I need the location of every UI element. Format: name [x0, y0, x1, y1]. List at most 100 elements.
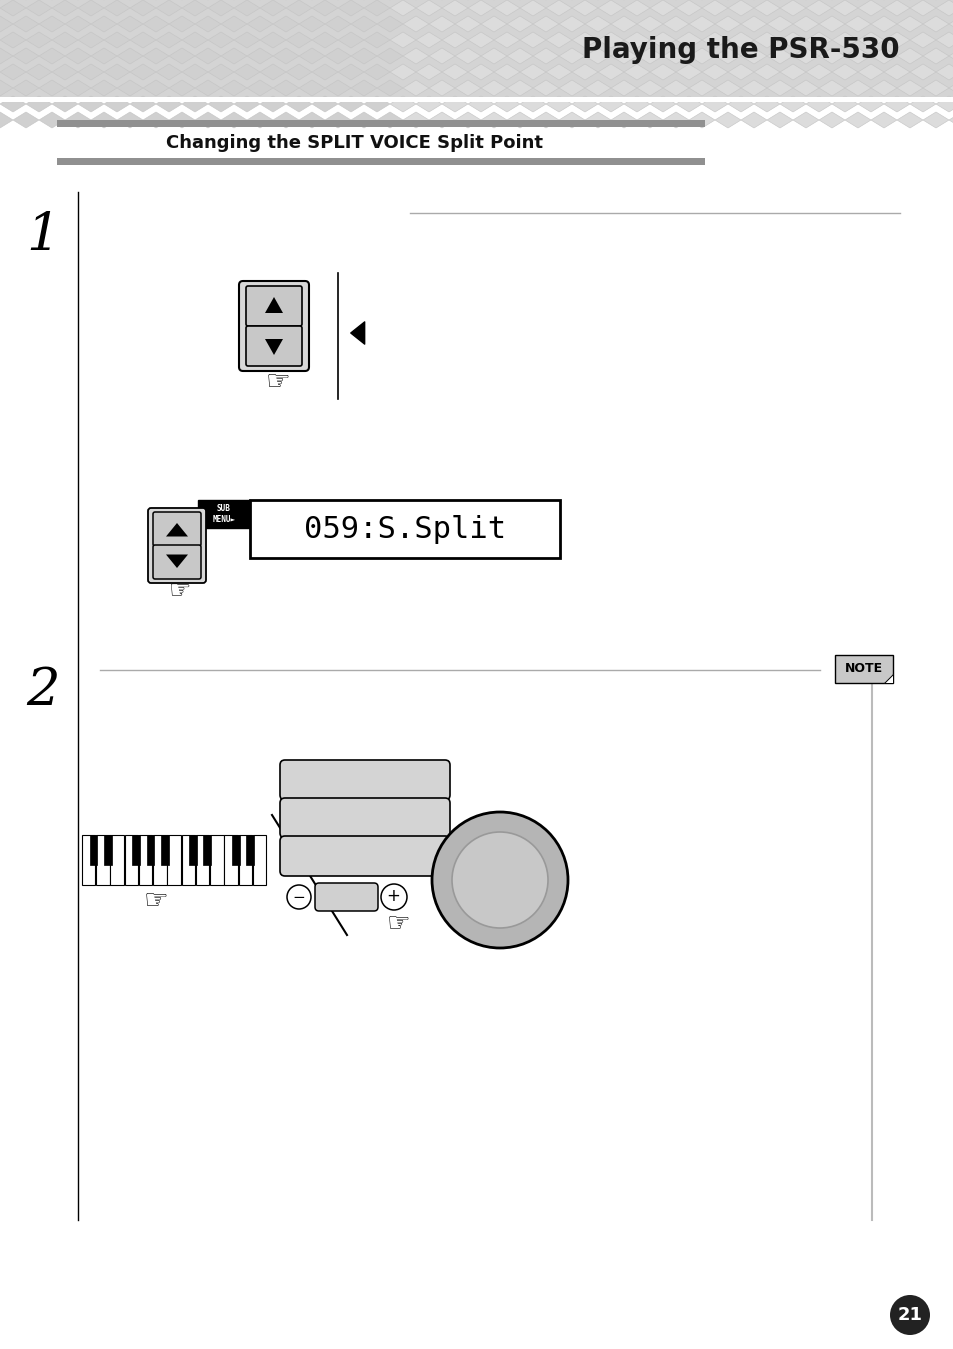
Polygon shape — [818, 16, 844, 32]
Polygon shape — [312, 32, 337, 49]
Polygon shape — [441, 96, 468, 112]
Polygon shape — [623, 63, 649, 80]
Polygon shape — [740, 49, 766, 63]
Polygon shape — [260, 96, 286, 112]
Polygon shape — [923, 80, 948, 96]
Polygon shape — [792, 16, 818, 32]
Polygon shape — [480, 80, 506, 96]
Polygon shape — [65, 112, 91, 128]
Polygon shape — [935, 63, 953, 80]
Polygon shape — [286, 96, 312, 112]
Polygon shape — [533, 49, 558, 63]
Polygon shape — [818, 49, 844, 63]
Bar — [195, 835, 209, 885]
Text: ☞: ☞ — [387, 911, 411, 938]
Polygon shape — [39, 112, 65, 128]
Polygon shape — [727, 63, 753, 80]
Polygon shape — [390, 63, 416, 80]
Bar — [0, 97, 953, 103]
Polygon shape — [337, 63, 364, 80]
Polygon shape — [935, 32, 953, 49]
Polygon shape — [273, 112, 298, 128]
Polygon shape — [637, 49, 662, 63]
Polygon shape — [714, 16, 740, 32]
Bar — [167, 835, 181, 885]
Polygon shape — [701, 63, 727, 80]
Polygon shape — [455, 112, 480, 128]
Polygon shape — [494, 96, 519, 112]
Polygon shape — [637, 16, 662, 32]
Polygon shape — [260, 32, 286, 49]
Polygon shape — [649, 32, 676, 49]
Polygon shape — [792, 80, 818, 96]
FancyBboxPatch shape — [152, 513, 201, 546]
FancyBboxPatch shape — [148, 509, 206, 583]
Polygon shape — [727, 0, 753, 16]
Polygon shape — [780, 96, 805, 112]
Polygon shape — [948, 112, 953, 128]
Polygon shape — [649, 0, 676, 16]
FancyArrowPatch shape — [351, 322, 364, 344]
Polygon shape — [182, 96, 208, 112]
Circle shape — [889, 1295, 929, 1336]
Polygon shape — [948, 16, 953, 32]
Polygon shape — [649, 96, 676, 112]
Polygon shape — [935, 96, 953, 112]
Polygon shape — [156, 63, 182, 80]
Polygon shape — [506, 80, 533, 96]
Polygon shape — [610, 80, 637, 96]
Polygon shape — [923, 112, 948, 128]
Polygon shape — [13, 49, 39, 63]
Polygon shape — [909, 63, 935, 80]
Polygon shape — [883, 32, 909, 49]
Polygon shape — [351, 16, 376, 32]
Polygon shape — [52, 32, 78, 49]
Polygon shape — [844, 49, 870, 63]
Polygon shape — [39, 16, 65, 32]
Bar — [246, 835, 253, 865]
Polygon shape — [182, 0, 208, 16]
Polygon shape — [194, 112, 221, 128]
Polygon shape — [286, 63, 312, 80]
Polygon shape — [39, 80, 65, 96]
Polygon shape — [364, 32, 390, 49]
Bar — [253, 835, 266, 885]
Polygon shape — [662, 49, 688, 63]
Polygon shape — [780, 63, 805, 80]
Polygon shape — [480, 16, 506, 32]
Polygon shape — [0, 32, 26, 49]
Polygon shape — [337, 96, 364, 112]
Polygon shape — [753, 0, 780, 16]
Polygon shape — [857, 96, 883, 112]
Polygon shape — [182, 32, 208, 49]
Polygon shape — [792, 112, 818, 128]
Polygon shape — [805, 0, 831, 16]
Polygon shape — [91, 16, 117, 32]
Polygon shape — [494, 63, 519, 80]
Polygon shape — [662, 112, 688, 128]
Polygon shape — [429, 49, 455, 63]
Polygon shape — [0, 63, 26, 80]
Polygon shape — [26, 96, 52, 112]
FancyBboxPatch shape — [314, 884, 377, 911]
Polygon shape — [468, 32, 494, 49]
Polygon shape — [494, 32, 519, 49]
FancyBboxPatch shape — [280, 799, 450, 838]
Polygon shape — [166, 523, 188, 537]
Polygon shape — [610, 16, 637, 32]
Polygon shape — [870, 16, 896, 32]
Polygon shape — [402, 80, 429, 96]
Polygon shape — [637, 80, 662, 96]
Polygon shape — [78, 63, 104, 80]
Polygon shape — [857, 32, 883, 49]
Polygon shape — [0, 49, 13, 63]
Polygon shape — [857, 63, 883, 80]
Polygon shape — [780, 32, 805, 49]
Text: ☞: ☞ — [143, 888, 169, 915]
Polygon shape — [831, 32, 857, 49]
Polygon shape — [26, 32, 52, 49]
Polygon shape — [221, 16, 247, 32]
Text: 059:S.Split: 059:S.Split — [304, 514, 505, 544]
Polygon shape — [52, 96, 78, 112]
Polygon shape — [208, 0, 233, 16]
